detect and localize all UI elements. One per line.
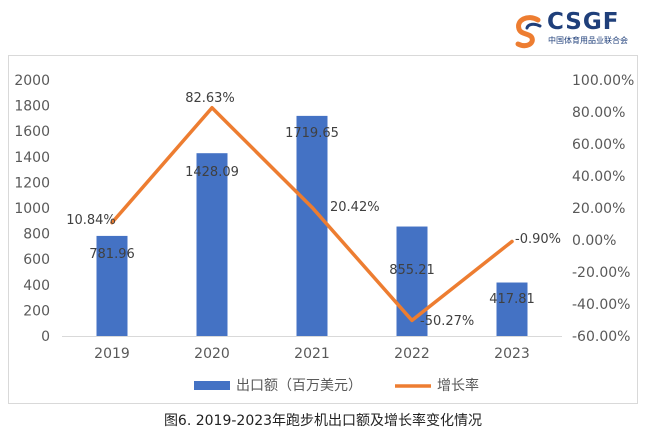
swirl-logo-icon: [515, 15, 542, 49]
x-tick-label: 2020: [194, 346, 230, 362]
line-data-label: -50.27%: [420, 314, 474, 329]
y-right-tick-label: 0.00%: [572, 233, 616, 249]
line-data-label: 20.42%: [330, 200, 380, 215]
csgf-logo: CSGF 中国体育用品业联合会: [514, 8, 640, 52]
y-left-tick-label: 1200: [14, 175, 50, 191]
legend-bar-label: 出口额（百万美元）: [236, 378, 362, 394]
y-left-tick-label: 400: [23, 278, 50, 294]
logo-subtitle: 中国体育用品业联合会: [548, 36, 628, 45]
bar: [396, 226, 428, 336]
y-left-tick-label: 1600: [14, 124, 50, 140]
y-left-tick-label: 0: [41, 329, 50, 345]
y-right-tick-label: -40.00%: [572, 297, 630, 313]
line-point: [410, 318, 414, 323]
x-tick-label: 2019: [94, 346, 130, 362]
y-left-tick-label: 1800: [14, 99, 50, 115]
line-data-label: -0.90%: [515, 232, 561, 247]
logo-text: CSGF: [547, 9, 620, 35]
line-point: [310, 205, 314, 209]
chart-border: [8, 55, 638, 404]
y-right-tick-label: 40.00%: [572, 169, 625, 185]
line-point: [210, 106, 214, 110]
y-left-tick-label: 800: [23, 227, 50, 243]
line-data-label: 82.63%: [185, 91, 235, 106]
bar-data-label: 417.81: [489, 292, 535, 307]
bar: [96, 235, 128, 336]
y-left-tick-label: 600: [23, 252, 50, 268]
y-left-tick-label: 1000: [14, 201, 50, 217]
y-right-tick-label: 60.00%: [572, 137, 625, 153]
legend-line-label: 增长率: [437, 377, 479, 394]
y-right-tick-label: -60.00%: [572, 329, 630, 345]
x-tick-label: 2021: [294, 346, 330, 362]
line-data-label: 10.84%: [66, 213, 116, 228]
y-right-tick-label: 20.00%: [572, 201, 625, 217]
figure-caption: 图6. 2019-2023年跑步机出口额及增长率变化情况: [163, 413, 483, 429]
bar: [296, 115, 328, 336]
y-right-tick-label: 100.00%: [572, 73, 634, 89]
bar: [496, 282, 528, 336]
y-right-tick-label: 80.00%: [572, 105, 625, 121]
bar-data-label: 855.21: [389, 263, 435, 278]
y-right-tick-label: -20.00%: [572, 265, 630, 281]
line-point: [110, 221, 114, 225]
bar-data-label: 1428.09: [185, 165, 239, 180]
bar: [196, 153, 228, 336]
y-left-tick-label: 2000: [14, 73, 50, 89]
x-tick-label: 2022: [394, 346, 430, 362]
x-tick-label: 2023: [494, 346, 530, 362]
y-left-tick-label: 1400: [14, 150, 50, 166]
line-point: [510, 239, 514, 244]
bar-data-label: 781.96: [89, 247, 135, 262]
bar-data-label: 1719.65: [285, 126, 339, 141]
y-left-tick-label: 200: [23, 303, 50, 319]
legend-bar-swatch: [194, 381, 230, 390]
